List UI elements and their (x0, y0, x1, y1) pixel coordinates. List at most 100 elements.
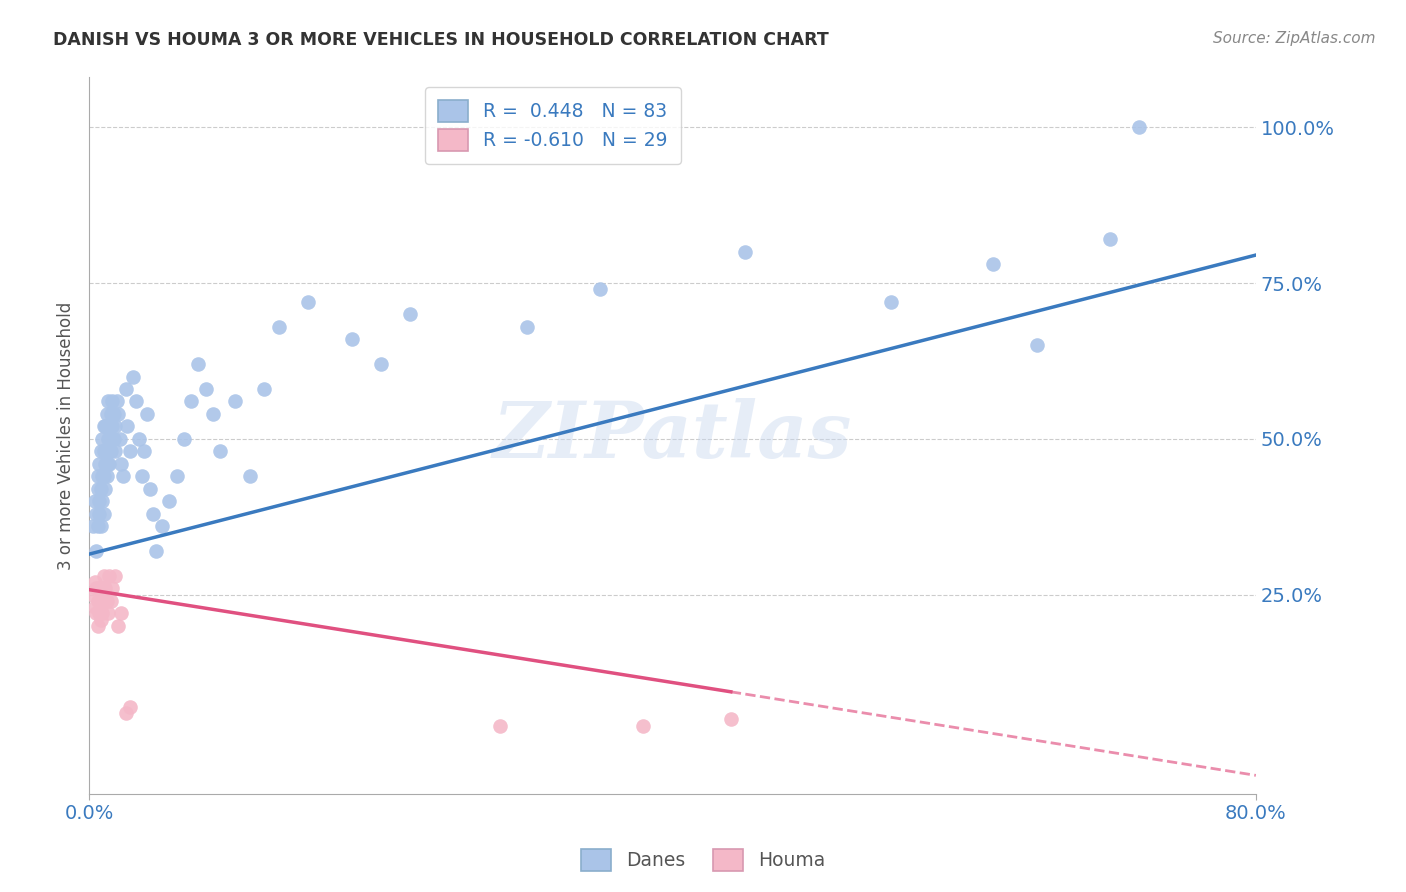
Point (94, 457, 117, 471)
Point (89, 494, 111, 508)
Point (340, 332, 363, 346)
Point (83, 575, 105, 590)
Text: ZIPatlas: ZIPatlas (492, 398, 852, 474)
Point (89, 607, 111, 621)
Point (142, 507, 165, 521)
Point (104, 444, 127, 458)
Point (157, 494, 180, 508)
Point (93, 569, 115, 583)
Point (87, 519, 110, 533)
Point (720, 712, 742, 726)
Point (104, 569, 127, 583)
Point (89, 457, 111, 471)
Legend: R =  0.448   N = 83, R = -0.610   N = 29: R = 0.448 N = 83, R = -0.610 N = 29 (425, 87, 681, 164)
Point (734, 244, 756, 259)
Point (90, 482, 112, 496)
Point (87, 619, 110, 633)
Point (128, 432, 150, 446)
Point (83, 494, 105, 508)
Point (139, 482, 162, 496)
Point (134, 444, 156, 458)
Point (100, 444, 122, 458)
Point (90, 519, 112, 533)
Point (209, 444, 232, 458)
Point (93, 419, 115, 434)
Point (588, 282, 610, 296)
Point (880, 294, 903, 309)
Point (94, 582, 117, 596)
Point (115, 419, 138, 434)
Point (202, 407, 225, 421)
Point (90, 444, 112, 458)
Point (104, 419, 127, 434)
Point (98, 444, 121, 458)
Point (103, 407, 125, 421)
Point (166, 469, 188, 483)
Point (489, 718, 512, 732)
Point (90, 613, 112, 627)
Point (238, 469, 260, 483)
Y-axis label: 3 or more Vehicles in Household: 3 or more Vehicles in Household (58, 301, 75, 570)
Point (87, 469, 110, 483)
Point (131, 469, 153, 483)
Point (89, 582, 111, 596)
Point (125, 394, 148, 409)
Point (105, 394, 128, 409)
Point (90, 594, 112, 608)
Point (86, 507, 108, 521)
Point (370, 357, 392, 371)
Point (93, 507, 115, 521)
Point (118, 699, 141, 714)
Point (187, 357, 209, 371)
Point (399, 307, 422, 321)
Point (87, 482, 110, 496)
Point (101, 582, 124, 596)
Point (93, 444, 115, 458)
Legend: Danes, Houma: Danes, Houma (574, 841, 832, 878)
Point (253, 382, 276, 396)
Point (983, 257, 1005, 271)
Point (1026, 338, 1049, 352)
Point (150, 519, 173, 533)
Point (136, 407, 159, 421)
Point (194, 382, 217, 396)
Point (91, 432, 114, 446)
Point (82, 588, 104, 602)
Point (107, 619, 129, 633)
Text: DANISH VS HOUMA 3 OR MORE VEHICLES IN HOUSEHOLD CORRELATION CHART: DANISH VS HOUMA 3 OR MORE VEHICLES IN HO… (53, 31, 830, 49)
Point (100, 594, 122, 608)
Point (98, 419, 121, 434)
Point (110, 457, 132, 471)
Point (98, 569, 121, 583)
Point (97, 394, 120, 409)
Point (173, 432, 195, 446)
Point (145, 544, 167, 558)
Point (86, 607, 108, 621)
Point (96, 594, 118, 608)
Point (101, 394, 124, 409)
Point (93, 469, 115, 483)
Point (94, 419, 117, 434)
Point (297, 294, 319, 309)
Point (103, 432, 125, 446)
Point (180, 394, 202, 409)
Point (633, 718, 655, 732)
Point (1128, 120, 1150, 135)
Point (86, 544, 108, 558)
Point (118, 444, 141, 458)
Point (101, 419, 124, 434)
Point (100, 432, 122, 446)
Point (94, 482, 117, 496)
Point (111, 469, 134, 483)
Point (93, 594, 115, 608)
Point (267, 319, 290, 334)
Point (108, 432, 131, 446)
Point (96, 469, 118, 483)
Point (91, 582, 114, 596)
Point (1099, 232, 1122, 246)
Point (86, 582, 108, 596)
Point (97, 607, 120, 621)
Point (91, 607, 114, 621)
Point (91, 494, 114, 508)
Point (114, 382, 136, 396)
